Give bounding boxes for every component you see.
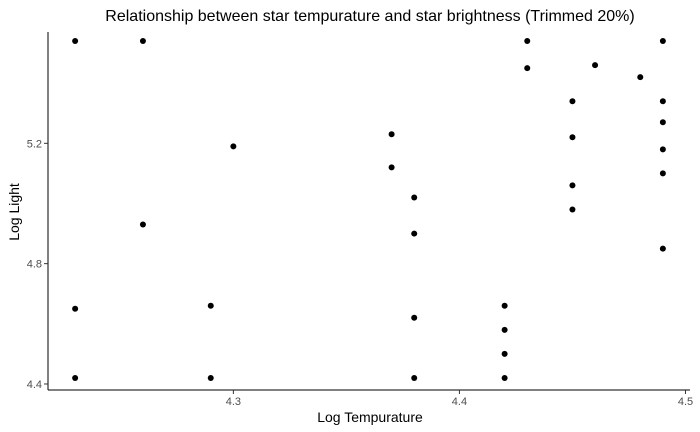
y-axis-label: Log Light xyxy=(6,183,22,241)
data-point xyxy=(501,326,508,333)
data-point xyxy=(524,65,531,72)
data-point xyxy=(524,38,531,45)
data-point xyxy=(388,131,395,138)
data-point xyxy=(72,305,79,312)
data-point xyxy=(569,206,576,213)
data-point xyxy=(569,134,576,141)
data-point xyxy=(659,170,666,177)
y-axis-ticks: 4.4 4.8 5.2 xyxy=(27,138,48,391)
data-point xyxy=(230,143,237,150)
x-axis-label: Log Tempurature xyxy=(317,409,423,425)
y-tick-label: 4.4 xyxy=(27,379,42,391)
data-point xyxy=(659,38,666,45)
data-point xyxy=(659,245,666,252)
data-point xyxy=(72,38,79,45)
data-point xyxy=(659,98,666,105)
y-tick-label: 4.8 xyxy=(27,259,42,271)
plot-area xyxy=(72,38,666,381)
data-point xyxy=(139,38,146,45)
data-point xyxy=(207,374,214,381)
data-point xyxy=(411,194,418,201)
x-tick-label: 4.4 xyxy=(452,396,467,408)
data-point xyxy=(207,302,214,309)
data-point xyxy=(501,350,508,357)
data-point xyxy=(501,302,508,309)
data-point xyxy=(659,146,666,153)
y-tick-label: 5.2 xyxy=(27,138,42,150)
data-point xyxy=(501,374,508,381)
data-point xyxy=(72,374,79,381)
x-tick-label: 4.5 xyxy=(678,396,693,408)
data-point xyxy=(388,164,395,171)
data-point xyxy=(411,374,418,381)
x-axis-ticks: 4.3 4.4 4.5 xyxy=(226,390,693,408)
x-tick-label: 4.3 xyxy=(226,396,241,408)
data-point xyxy=(659,119,666,126)
data-point xyxy=(139,221,146,228)
chart-title: Relationship between star tempurature an… xyxy=(105,8,634,25)
data-point xyxy=(569,182,576,189)
data-point xyxy=(569,98,576,105)
data-point xyxy=(637,74,644,81)
data-point xyxy=(411,230,418,237)
data-point xyxy=(411,314,418,321)
data-point xyxy=(592,62,599,69)
